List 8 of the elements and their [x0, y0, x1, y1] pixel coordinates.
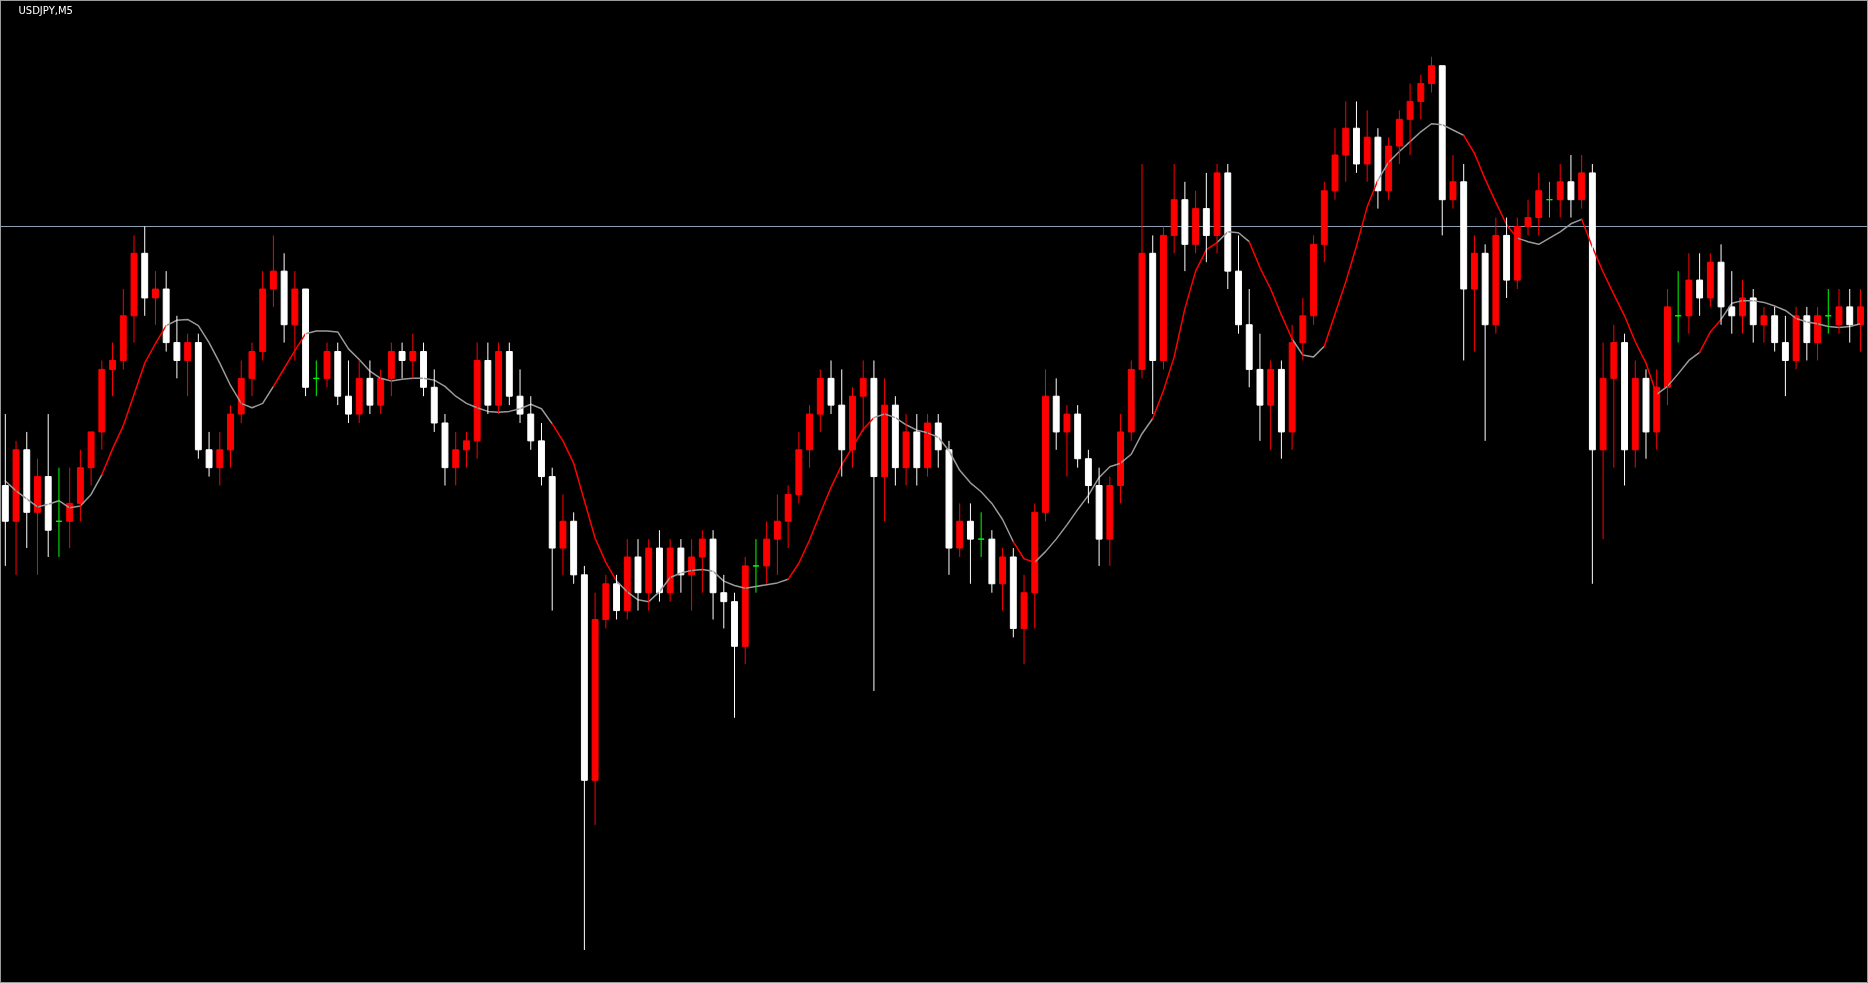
candlestick [1063, 404, 1071, 478]
candlestick [152, 270, 159, 326]
candlestick [269, 234, 277, 308]
candlestick [1696, 252, 1704, 317]
chart-title: USDJPY,M5 [18, 4, 73, 16]
candlestick [763, 520, 771, 585]
candlestick [527, 395, 535, 451]
candlestick [698, 529, 706, 594]
